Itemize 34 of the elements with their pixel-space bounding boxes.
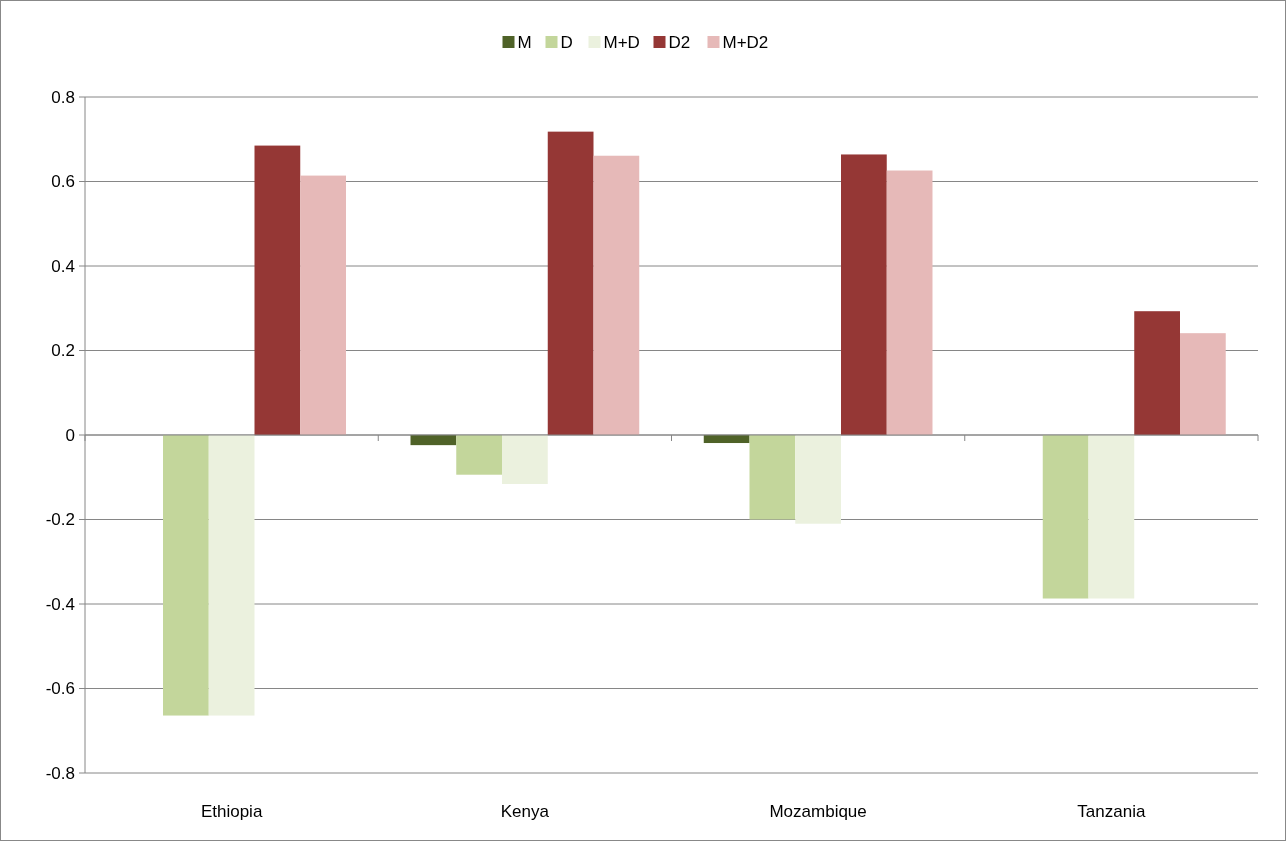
y-tick-label: -0.6 bbox=[45, 679, 75, 699]
bar bbox=[593, 155, 640, 435]
x-tick-label: Kenya bbox=[500, 802, 550, 821]
bar bbox=[208, 435, 255, 716]
bar bbox=[254, 145, 301, 435]
y-tick-label: -0.2 bbox=[45, 510, 75, 530]
bar bbox=[1134, 311, 1180, 435]
bar bbox=[749, 435, 796, 520]
y-tick-label: -0.8 bbox=[45, 763, 75, 783]
y-tick-label: 0.2 bbox=[51, 341, 75, 361]
legend-label: M+D2 bbox=[722, 32, 769, 52]
bar bbox=[795, 435, 841, 524]
legend-label: D bbox=[560, 32, 573, 52]
legend-label: M+D bbox=[603, 32, 640, 52]
x-tick-label: Ethiopia bbox=[200, 802, 263, 821]
y-tick-label: 0.8 bbox=[51, 87, 75, 107]
legend-label: D2 bbox=[668, 32, 691, 52]
legend-label: M bbox=[517, 32, 532, 52]
bar bbox=[163, 435, 209, 716]
bar bbox=[456, 435, 502, 475]
x-tick-label: Mozambique bbox=[769, 802, 867, 821]
x-tick-label: Tanzania bbox=[1077, 802, 1146, 821]
bar bbox=[886, 170, 933, 435]
bar bbox=[502, 435, 548, 485]
bar bbox=[841, 154, 887, 435]
y-tick-label: 0.4 bbox=[51, 256, 75, 276]
bar bbox=[1088, 435, 1135, 599]
bar bbox=[547, 131, 594, 435]
bar bbox=[1180, 333, 1226, 435]
y-tick-label: 0.6 bbox=[51, 172, 75, 192]
bar bbox=[300, 175, 346, 435]
bar bbox=[1042, 435, 1089, 599]
y-tick-label: -0.4 bbox=[45, 594, 75, 614]
y-tick-label: 0 bbox=[65, 425, 75, 445]
